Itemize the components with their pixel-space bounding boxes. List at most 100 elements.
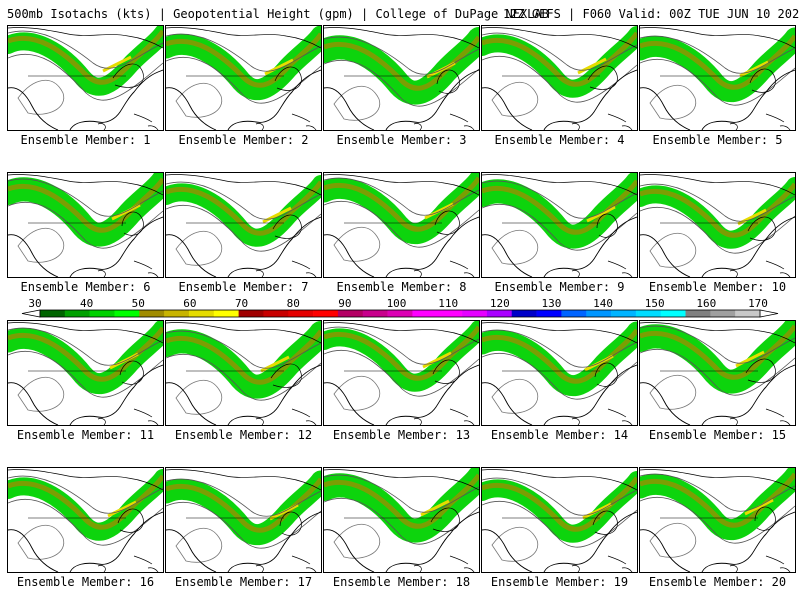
coastline [413, 270, 422, 277]
height-contour [17, 79, 65, 115]
height-contour [8, 201, 163, 249]
colorbar-tick-label: 80 [287, 297, 300, 310]
ensemble-member-map [323, 467, 480, 573]
height-contour [434, 210, 460, 235]
jet-streak-max [102, 55, 132, 73]
colorbar-swatch [213, 310, 239, 317]
coastline [255, 565, 264, 572]
coastline [97, 565, 106, 572]
ensemble-member-map [323, 320, 480, 426]
colorbar-tick-label: 130 [541, 297, 561, 310]
jet-streak-core [8, 177, 163, 233]
ensemble-member-panel: Ensemble Member: 10 [639, 172, 796, 319]
ensemble-member-panel: Ensemble Member: 14 [481, 320, 638, 467]
coastline [482, 469, 637, 491]
coastline [765, 260, 791, 277]
height-contour [491, 81, 539, 117]
height-contour [594, 362, 618, 387]
colorbar-tick-label: 170 [748, 297, 768, 310]
ensemble-member-map [639, 467, 796, 573]
colorbar-tick-label: 140 [593, 297, 613, 310]
coastline [166, 216, 321, 277]
jet-streak-core [640, 182, 795, 238]
coastline [324, 27, 479, 49]
coastline [765, 408, 791, 425]
ensemble-member-panel: Ensemble Member: 12 [165, 320, 322, 467]
ensemble-member-panel: Ensemble Member: 11 [7, 320, 164, 467]
height-contour [587, 65, 618, 90]
coastline [482, 322, 637, 344]
height-contour [272, 214, 302, 239]
coastline [607, 555, 633, 572]
height-contour [333, 226, 381, 262]
coastline [571, 565, 580, 572]
jet-streak-max [269, 503, 299, 521]
jet-streak-core [324, 176, 479, 232]
coastline [255, 418, 264, 425]
height-contour [482, 203, 637, 251]
coastline [482, 216, 637, 277]
ensemble-member-label: Ensemble Member: 8 [336, 280, 467, 294]
coastline [8, 69, 163, 130]
height-contour [436, 69, 460, 94]
wind-speed-colorbar: 30 40 50 60 70 80 90 100 110 120 130 140 150 160 170 [21, 297, 779, 318]
ensemble-member-label: Ensemble Member: 14 [490, 428, 629, 442]
coastline [413, 565, 422, 572]
jet-streak-core [166, 329, 321, 385]
coastline [324, 511, 479, 572]
colorbar-swatch [462, 310, 488, 317]
jet-streak-core [482, 476, 637, 532]
coastline [640, 322, 795, 344]
jet-streak-max [424, 202, 454, 220]
ensemble-member-panel: Ensemble Member: 9 [481, 172, 638, 319]
height-contour [640, 473, 795, 512]
height-contour [117, 508, 144, 533]
coastline [133, 408, 159, 425]
ensemble-member-map [7, 25, 164, 131]
jet-streak-max [586, 205, 616, 223]
jet-streak-max [111, 203, 141, 221]
coastline [8, 511, 163, 572]
ensemble-member-map [7, 172, 164, 278]
colorbar-tick-label: 70 [235, 297, 248, 310]
colorbar-swatch [735, 310, 761, 317]
coastline [291, 113, 317, 130]
height-contour [175, 230, 223, 266]
jet-streak-core [324, 473, 479, 529]
coastline [324, 69, 479, 130]
height-contour [640, 325, 795, 364]
colorbar-swatch [40, 310, 66, 317]
ensemble-member-panel: Ensemble Member: 19 [481, 467, 638, 614]
colorbar-tick-label: 100 [387, 297, 407, 310]
jet-streak-max [260, 355, 290, 373]
coastline [571, 270, 580, 277]
ensemble-member-panel: Ensemble Member: 2 [165, 25, 322, 172]
coastline [640, 364, 795, 425]
height-contour [749, 68, 776, 93]
colorbar-swatch [313, 310, 339, 317]
coastline [607, 113, 633, 130]
height-contour [121, 211, 144, 236]
colorbar-swatch [263, 310, 289, 317]
ensemble-member-label: Ensemble Member: 18 [332, 575, 471, 589]
coastline [8, 216, 163, 277]
height-contour [640, 496, 795, 544]
jet-streak-core [8, 29, 163, 85]
jet-streak-max [582, 502, 612, 520]
colorbar-low-arrow [21, 309, 41, 318]
ensemble-member-panel: Ensemble Member: 1 [7, 25, 164, 172]
height-contour [166, 56, 321, 104]
height-contour [491, 526, 539, 562]
height-contour [324, 177, 479, 216]
ensemble-member-map [639, 25, 796, 131]
colorbar-swatch [337, 310, 364, 317]
jet-streak-core [482, 328, 637, 384]
ensemble-member-label: Ensemble Member: 9 [494, 280, 625, 294]
ensemble-member-label: Ensemble Member: 5 [652, 133, 783, 147]
jet-streak-max [264, 58, 294, 76]
height-contour [175, 82, 223, 118]
ensemble-member-panel: Ensemble Member: 3 [323, 25, 480, 172]
colorbar-swatch [139, 310, 165, 317]
height-contour [754, 506, 776, 531]
height-contour [649, 374, 697, 410]
